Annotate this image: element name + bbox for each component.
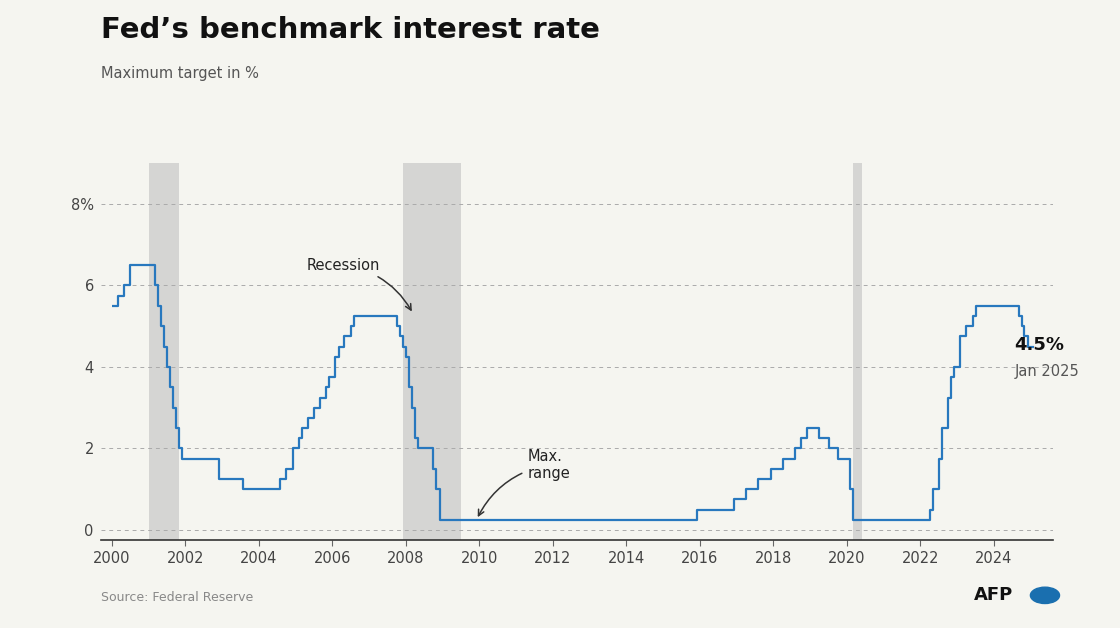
Text: Jan 2025: Jan 2025: [1015, 364, 1079, 379]
Text: Fed’s benchmark interest rate: Fed’s benchmark interest rate: [101, 16, 599, 44]
Text: Recession: Recession: [307, 257, 411, 310]
Bar: [853, 163, 862, 540]
Text: Source: Federal Reserve: Source: Federal Reserve: [101, 591, 253, 604]
Bar: [403, 163, 461, 540]
Text: 4.5%: 4.5%: [1015, 335, 1064, 354]
Text: Max.
range: Max. range: [478, 448, 570, 516]
Bar: [149, 163, 179, 540]
Text: Maximum target in %: Maximum target in %: [101, 66, 259, 81]
Text: AFP: AFP: [974, 586, 1014, 604]
